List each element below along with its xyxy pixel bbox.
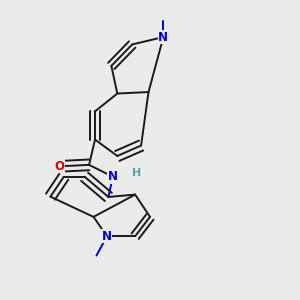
Text: H: H bbox=[132, 168, 141, 178]
Text: N: N bbox=[158, 31, 168, 44]
Text: O: O bbox=[54, 160, 64, 173]
Text: N: N bbox=[102, 230, 112, 243]
Text: N: N bbox=[108, 170, 118, 183]
